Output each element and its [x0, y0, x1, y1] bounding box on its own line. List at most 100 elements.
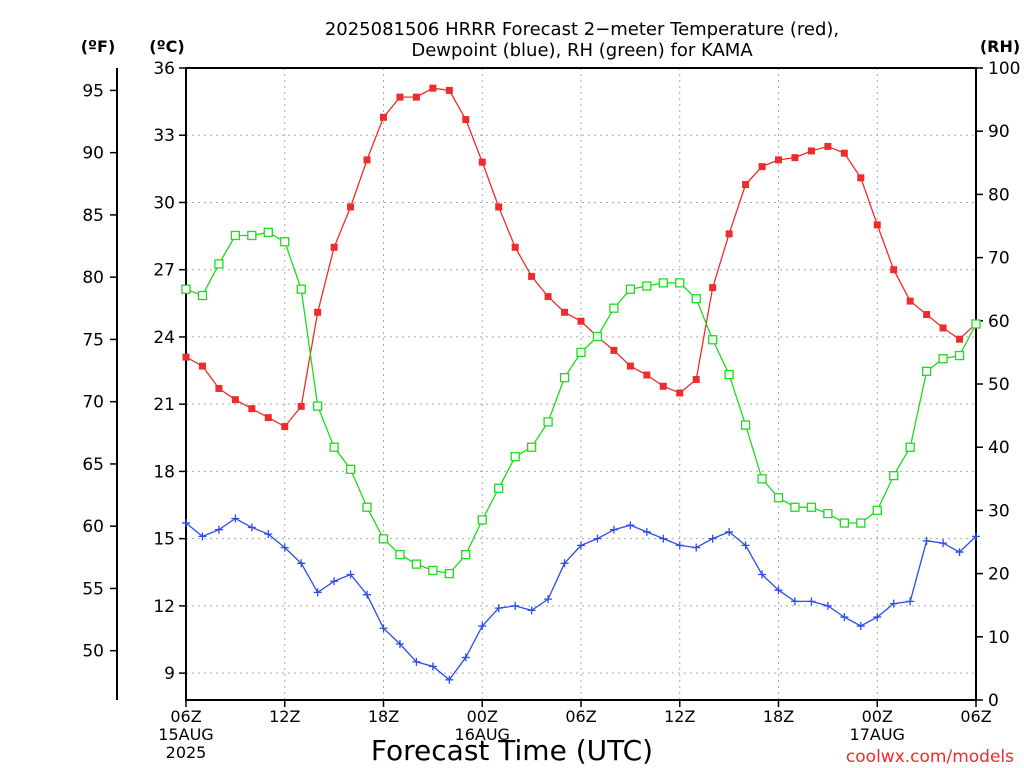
temperature-point [215, 384, 223, 392]
x-tick-label: 00Z [862, 707, 893, 726]
dewpoint-point [379, 624, 388, 633]
rh-point [691, 294, 701, 304]
fahrenheit-tick-label: 70 [82, 393, 104, 413]
temperature-point [577, 317, 585, 325]
rh-point [510, 452, 520, 462]
temperature-point [610, 346, 618, 354]
dewpoint-point [478, 622, 487, 631]
dewpoint-point [790, 597, 799, 606]
temperature-point [198, 362, 206, 370]
celsius-tick-label: 21 [153, 395, 175, 415]
temperature-point [396, 93, 404, 101]
x-tick-label: 06Z [565, 707, 596, 726]
x-tick-label: 12Z [664, 707, 695, 726]
temperature-point [709, 284, 717, 292]
rh-point [938, 354, 948, 364]
rh-tick-label: 80 [988, 185, 1010, 205]
temperature-point [528, 272, 536, 280]
rh-point [313, 401, 323, 411]
temperature-point [890, 266, 898, 274]
dewpoint-point [626, 521, 635, 530]
dewpoint-point [395, 639, 404, 648]
fahrenheit-tick-label: 80 [82, 268, 104, 288]
fahrenheit-tick-label: 85 [82, 206, 104, 226]
celsius-tick-label: 18 [153, 462, 175, 482]
x-tick-label: 12Z [269, 707, 300, 726]
temperature-point [511, 243, 519, 251]
x-axis-title: Forecast Time (UTC) [371, 734, 653, 767]
rh-point [345, 464, 356, 474]
dewpoint-point [544, 595, 553, 604]
rh-axis-label: (RH) [980, 37, 1020, 56]
rh-point [559, 373, 570, 383]
dewpoint-point [823, 601, 832, 610]
dewpoint-point [560, 559, 569, 568]
rh-tick-label: 100 [988, 59, 1020, 79]
fahrenheit-axis-label: (ºF) [81, 37, 116, 56]
celsius-tick-label: 36 [153, 59, 175, 79]
temperature-point [939, 324, 947, 332]
series-lines [181, 84, 981, 684]
rh-point [921, 366, 932, 377]
rh-point [444, 568, 454, 579]
dewpoint-point [708, 534, 717, 543]
temperature-point [330, 243, 338, 251]
dewpoint-point [330, 577, 339, 586]
rh-point [658, 278, 668, 288]
dewpoint-point [231, 514, 240, 523]
series-dewpoint [182, 514, 980, 684]
temperature-point [742, 181, 750, 189]
rh-point [461, 549, 471, 560]
temperature-point [659, 382, 667, 390]
series-temperature [182, 84, 980, 431]
dewpoint-point [346, 570, 355, 579]
rh-point [609, 303, 619, 313]
rh-point [214, 259, 224, 269]
x-tick-label: 00Z [467, 707, 498, 726]
rh-point [872, 505, 882, 516]
temperature-point [676, 389, 684, 397]
rh-point [576, 347, 586, 358]
rh-point [790, 502, 800, 512]
dewpoint-point [313, 588, 322, 597]
dewpoint-point [939, 539, 948, 548]
celsius-axis-label: (ºC) [149, 37, 184, 56]
dewpoint-point [297, 559, 306, 568]
dewpoint-point [758, 570, 767, 579]
dewpoint-point [445, 675, 454, 684]
temperature-point [824, 142, 832, 150]
rh-point [773, 493, 784, 503]
temperature-point [281, 423, 289, 431]
dewpoint-point [774, 586, 783, 595]
rh-point [280, 237, 290, 247]
temperature-point [248, 405, 256, 413]
celsius-tick-label: 33 [153, 126, 175, 146]
rh-point [181, 284, 191, 294]
fahrenheit-tick-label: 65 [82, 455, 104, 475]
temperature-point [231, 396, 239, 404]
temperature-point [923, 311, 931, 319]
dewpoint-point [972, 532, 980, 541]
dewpoint-point [214, 525, 223, 534]
fahrenheit-tick-label: 60 [82, 517, 104, 537]
dewpoint-point [642, 527, 651, 536]
rh-tick-label: 30 [988, 501, 1010, 521]
dewpoint-point [428, 662, 437, 671]
dewpoint-point [856, 622, 865, 631]
temperature-point [495, 203, 503, 211]
dewpoint-point [412, 657, 421, 666]
rh-point [362, 502, 372, 512]
rh-point [889, 470, 899, 481]
x-tick-label: 17AUG [850, 725, 905, 744]
dewpoint-point [659, 534, 668, 543]
dewpoint-point [889, 599, 898, 608]
dewpoint-point [511, 601, 520, 610]
dewpoint-point [692, 543, 701, 552]
dewpoint-point [955, 548, 964, 557]
source-watermark: coolwx.com/models [846, 747, 1014, 767]
rh-point [954, 350, 965, 361]
temperature-point [873, 221, 881, 229]
temperature-point [544, 293, 552, 301]
temperature-point [380, 113, 387, 121]
temperature-point [626, 362, 634, 370]
